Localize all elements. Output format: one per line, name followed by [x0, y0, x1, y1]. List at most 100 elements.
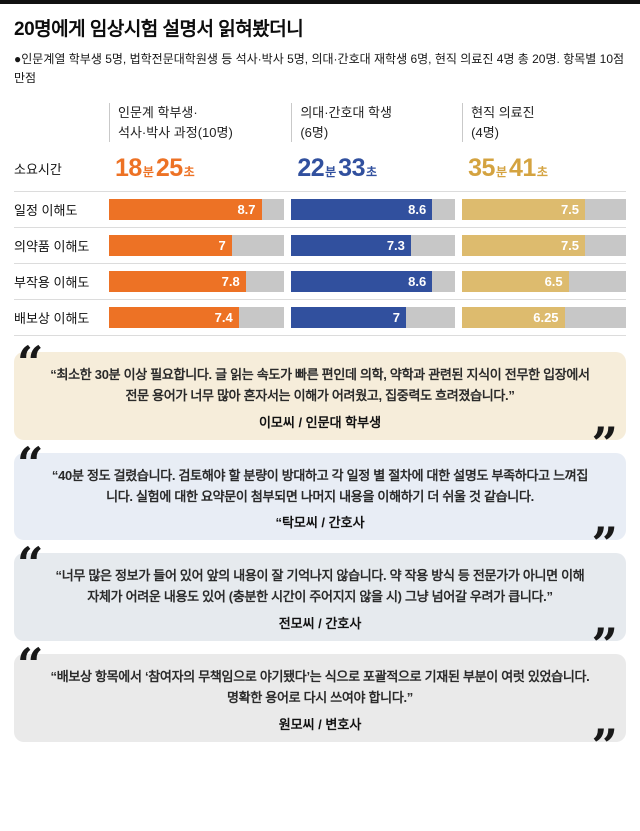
time-minutes: 22: [297, 154, 325, 183]
bar-cell: 7.5: [462, 199, 626, 221]
bar-track: 8.7: [109, 199, 285, 221]
bar-fill: 7.8: [109, 271, 246, 293]
minute-unit-label: 분: [325, 165, 337, 180]
open-quote-icon: “: [17, 537, 44, 592]
quote-block-humanities-student: “ “최소한 30분 이상 필요합니다. 글 읽는 속도가 빠른 편인데 의학,…: [14, 340, 626, 467]
bar-track: 8.6: [291, 199, 456, 221]
bar-cell: 7.4: [109, 307, 285, 329]
bar-row-label: 일정 이해도: [14, 203, 78, 219]
bar-value: 7.5: [560, 202, 580, 218]
bar-value: 8.6: [408, 202, 427, 218]
time-minutes: 18: [115, 154, 142, 183]
bar-cell: 7.3: [291, 235, 456, 257]
bar-track: 7.4: [109, 307, 285, 329]
minute-unit-label: 분: [142, 165, 154, 180]
quote-text: “최소한 30분 이상 필요합니다. 글 읽는 속도가 빠른 편인데 의학, 약…: [50, 367, 590, 403]
bar-fill: 8.7: [109, 199, 262, 221]
bar-cell: 8.6: [291, 199, 456, 221]
bar-value: 7: [392, 310, 400, 326]
minute-unit-label: 분: [495, 165, 508, 180]
quotes-section: “ “최소한 30분 이상 필요합니다. 글 읽는 속도가 빠른 편인데 의학,…: [14, 340, 626, 769]
quote-author: “탁모씨 / 간호사: [275, 515, 365, 531]
bar-value: 7.4: [214, 310, 233, 326]
bar-cell: 7.5: [462, 235, 626, 257]
time-row: 소요시간 18분25초 22분33초 35분41초: [14, 150, 626, 193]
bar-fill: 7.4: [109, 307, 239, 329]
comprehension-chart: 인문계 학부생· 석사·박사 과정(10명) 의대·간호대 학생 (6명) 현직…: [14, 98, 626, 337]
bar-row-label: 배보상 이해도: [14, 311, 90, 327]
bar-cell: 8.7: [109, 199, 285, 221]
page-title: 20명에게 임상시험 설명서 읽혀봤더니: [14, 19, 304, 40]
time-seconds: 41: [509, 154, 536, 183]
bar-row: 일정 이해도 8.7 8.6 7.5: [14, 192, 626, 229]
open-quote-icon: “: [17, 637, 44, 692]
second-unit-label: 초: [536, 165, 548, 180]
bar-fill: 7.5: [462, 199, 586, 221]
bar-fill: 7.3: [291, 235, 411, 257]
open-quote-icon: “: [17, 336, 44, 391]
bar-value: 6.25: [533, 310, 559, 326]
group-header-medical-students: 의대·간호대 학생 (6명): [291, 103, 455, 143]
bar-value: 7.5: [560, 238, 580, 254]
quote-text: “너무 많은 정보가 들어 있어 앞의 내용이 잘 기억나지 않습니다. 약 작…: [55, 568, 585, 605]
bar-row: 배보상 이해도 7.4 7 6.25: [14, 300, 626, 337]
quote-block-nurse-jeon: “ “너무 많은 정보가 들어 있어 앞의 내용이 잘 기억나지 않습니다. 약…: [14, 541, 626, 668]
bar-row-label: 부작용 이해도: [14, 275, 90, 291]
bar-track: 7.5: [462, 199, 626, 221]
time-minutes: 35: [468, 154, 495, 183]
bar-value: 7: [218, 238, 226, 254]
time-seconds: 33: [338, 154, 365, 183]
bar-track: 7: [109, 235, 285, 257]
quote-block-lawyer: “ “배보상 항목에서 ‘참여자의 무책임으로 야기됐다’는 식으로 포괄적으로…: [14, 642, 626, 769]
group-header-humanities: 인문계 학부생· 석사·박사 과정(10명): [109, 103, 284, 143]
bar-fill: 7: [109, 235, 232, 257]
group-header-medical-staff: 현직 의료진 (4명): [462, 103, 626, 143]
bar-value: 7.8: [221, 274, 240, 290]
bar-track: 7.8: [109, 271, 285, 293]
time-seconds: 25: [155, 154, 183, 183]
time-value-medical-students: 22분33초: [291, 154, 455, 183]
bar-track: 7.3: [291, 235, 456, 257]
bar-fill: 6.5: [462, 271, 569, 293]
time-row-label: 소요시간: [14, 162, 62, 178]
time-value-humanities: 18분25초: [109, 154, 284, 183]
quote-author: 이모씨 / 인문대 학부생: [258, 414, 382, 430]
bar-value: 6.5: [544, 274, 563, 290]
second-unit-label: 초: [183, 165, 195, 180]
bar-row: 부작용 이해도 7.8 8.6 6.5: [14, 264, 626, 301]
bar-cell: 6.25: [462, 307, 626, 329]
chart-header-row: 인문계 학부생· 석사·박사 과정(10명) 의대·간호대 학생 (6명) 현직…: [14, 98, 626, 150]
quote-author: 원모씨 / 변호사: [278, 716, 362, 732]
bar-cell: 8.6: [291, 271, 456, 293]
bar-track: 6.25: [462, 307, 626, 329]
bar-value: 8.7: [237, 202, 256, 218]
top-border: [0, 0, 640, 4]
bar-track: 6.5: [462, 271, 626, 293]
second-unit-label: 초: [365, 165, 378, 180]
bar-cell: 7.8: [109, 271, 285, 293]
bar-value: 8.6: [408, 274, 427, 290]
open-quote-icon: “: [17, 436, 44, 491]
subtitle: ●인문계열 학부생 5명, 법학전문대학원생 등 석사·박사 5명, 의대·간호…: [14, 52, 625, 85]
close-quote-icon: ”: [591, 718, 618, 773]
quote-author: 전모씨 / 간호사: [278, 615, 362, 631]
bar-row-label: 의약품 이해도: [14, 239, 90, 255]
bar-fill: 7: [291, 307, 406, 329]
quote-text: “배보상 항목에서 ‘참여자의 무책임으로 야기됐다’는 식으로 포괄적으로 기…: [50, 668, 590, 705]
quote-block-nurse-tak: “ “40분 정도 걸렸습니다. 검토해야 할 분량이 방대하고 각 일정 별 …: [14, 441, 626, 567]
time-value-medical-staff: 35분41초: [462, 154, 626, 183]
bar-track: 7: [291, 307, 456, 329]
bar-fill: 7.5: [462, 235, 586, 257]
bar-cell: 6.5: [462, 271, 626, 293]
bar-fill: 8.6: [291, 271, 433, 293]
bar-cell: 7: [109, 235, 285, 257]
bar-rows: 일정 이해도 8.7 8.6 7.5 의약품 이해도 7 7.3 7.5 부작용 이해도 7.8 8…: [14, 192, 626, 337]
bar-fill: 6.25: [462, 307, 565, 329]
bar-row: 의약품 이해도 7 7.3 7.5: [14, 228, 626, 265]
quote-text: “40분 정도 걸렸습니다. 검토해야 할 분량이 방대하고 각 일정 별 절차…: [51, 467, 589, 504]
infographic: 20명에게 임상시험 설명서 읽혀봤더니 ●인문계열 학부생 5명, 법학전문대…: [0, 4, 640, 769]
bar-track: 8.6: [291, 271, 456, 293]
bar-track: 7.5: [462, 235, 626, 257]
bar-value: 7.3: [386, 238, 405, 254]
bar-cell: 7: [291, 307, 456, 329]
